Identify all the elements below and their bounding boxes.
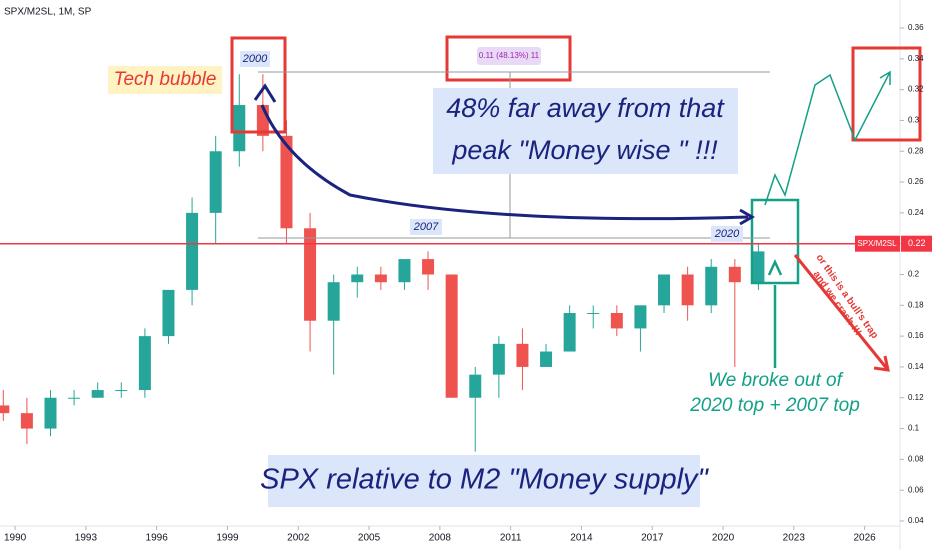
arrow-head [253,83,277,103]
candle-body [681,274,694,306]
annotation: SPX relative to M2 "Money supply" [260,464,709,496]
label-bg [711,226,743,242]
x-tick-label: 2017 [641,533,664,544]
candle-body [91,390,104,398]
annotation: 2020 [714,228,740,240]
y-tick-label: 0.2 [908,270,920,279]
y-tick-label: 0.36 [908,23,924,32]
crash-arrow [793,254,890,372]
candle-body [138,336,151,391]
arrow-head [739,208,755,226]
candle-body [728,266,741,283]
candle-body [634,305,647,329]
y-tick-label: 0.24 [908,208,924,217]
box-target [851,46,922,142]
candle-body [563,313,576,352]
far-away-bg [433,88,738,174]
chart-title: SPX/M2SL, 1M, SP [4,7,92,18]
candle-body [705,266,718,306]
candle-body [209,151,222,213]
candle-body [516,343,529,367]
annotation: 48% far away from that [446,93,725,123]
y-tick-label: 0.06 [908,485,924,494]
x-tick-label: 2014 [570,533,593,544]
price-value: 0.22 [908,238,926,248]
y-tick-label: 0.14 [908,362,924,371]
candle-body [374,274,387,283]
candle-body [0,405,10,414]
x-tick-label: 1996 [146,533,169,544]
candle-body [20,413,33,429]
annotation: Tech bubble [114,69,217,90]
box-2000 [230,36,287,134]
y-tick-label: 0.12 [908,393,924,402]
candle-body [587,313,600,315]
measure-bg [477,47,541,65]
candle-body [492,343,505,375]
candle-body [186,212,199,290]
x-tick-label: 2020 [712,533,735,544]
label-bg [240,51,270,67]
label-bg [410,219,442,235]
candle-body [44,397,57,429]
candles [0,74,765,452]
annotation: 2007 [413,221,439,233]
annotation: We broke out of [708,370,844,391]
breakout-arrow [767,259,783,368]
x-tick-label: 2005 [358,533,381,544]
box-breakout [750,198,800,285]
candle-body [327,282,340,321]
x-tick-label: 2008 [429,533,452,544]
box-measure [445,35,572,82]
y-tick-label: 0.34 [908,54,924,63]
candle-body [422,259,435,275]
y-tick-label: 0.18 [908,300,924,309]
candle-body [540,351,553,367]
price-label-name: SPX/M2SL [857,239,897,248]
y-tick-label: 0.32 [908,85,924,94]
y-tick-label: 0.04 [908,516,924,525]
candle-body [610,313,623,329]
y-tick-label: 0.3 [908,116,920,125]
y-tick-label: 0.16 [908,331,924,340]
candle-body [280,135,293,229]
candle-body [162,289,175,337]
candle-body [304,228,317,321]
x-tick-label: 2026 [853,533,876,544]
candle-body [233,105,246,152]
candle-body [469,374,482,398]
x-tick-label: 1990 [4,533,27,544]
curved-arrow [260,104,749,221]
annotation: 0.11 (48.13%) 11 [479,51,540,60]
x-tick-label: 2002 [287,533,310,544]
x-tick-label: 2011 [500,533,522,544]
x-tick-label: 1993 [75,533,98,544]
price-label-bg [855,235,900,252]
candle-body [398,259,411,283]
annotation: 2020 top + 2007 top [689,395,860,416]
candle-body [68,397,81,399]
candle-body [445,274,458,398]
candle-body [658,274,671,306]
projection-line [764,70,891,206]
x-tick-label: 2023 [783,533,806,544]
annotation: peak "Money wise " !!! [451,135,718,165]
y-tick-label: 0.1 [908,424,920,433]
candle-body [752,251,765,283]
candle-body [115,390,128,392]
subtitle-bg [268,455,700,507]
price-value-bg [901,235,932,252]
y-tick-label: 0.26 [908,177,924,186]
y-tick-label: 0.08 [908,454,924,463]
x-tick-label: 1999 [216,533,239,544]
tech-bubble-bg [108,66,222,94]
annotation: 2000 [242,53,268,65]
y-tick-label: 0.28 [908,146,924,155]
candle-body [351,274,364,283]
